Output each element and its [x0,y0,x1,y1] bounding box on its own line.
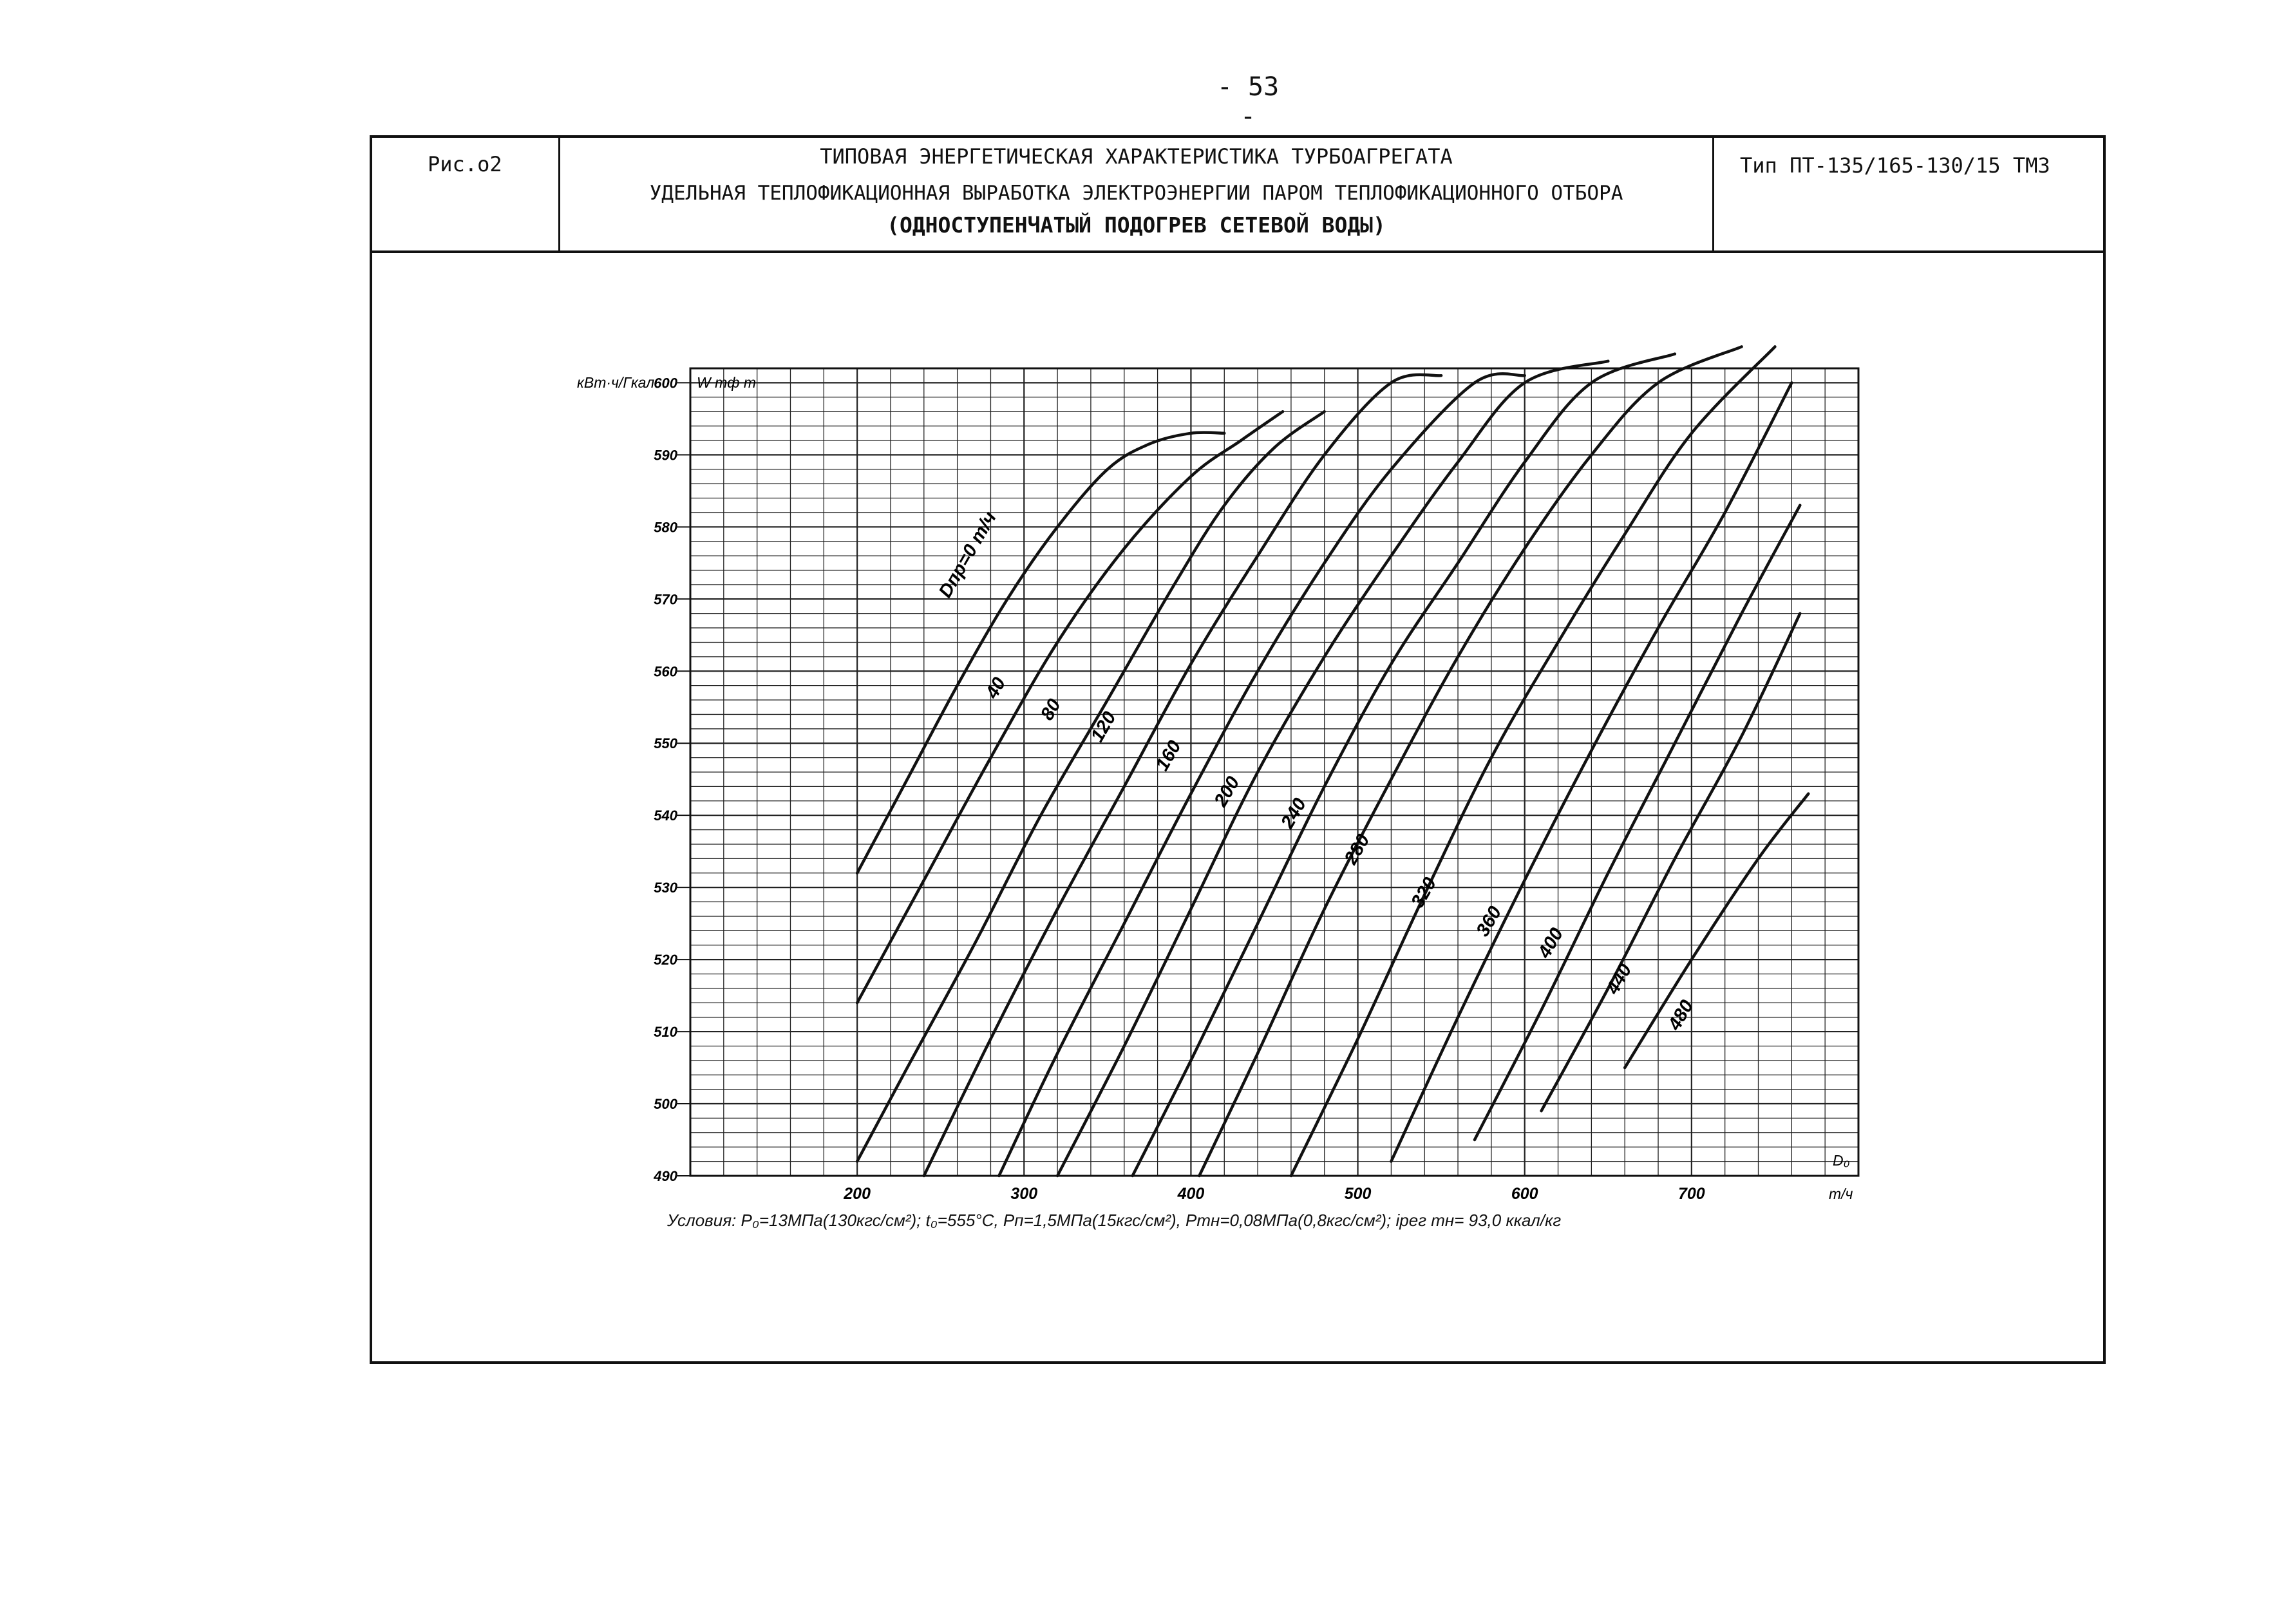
curve-440 [1540,612,1802,1113]
turbine-type-label: Тип ПТ-135/165-130/15 ТМЗ [1740,153,2050,178]
type-cell: Тип ПТ-135/165-130/15 ТМЗ [1714,135,2103,250]
chart-grid [689,368,1860,1177]
y-axis-unit: кВт·ч/Гкал [577,374,654,391]
figure-label: Рис.о2 [428,152,502,176]
x-tick-label: 400 [1177,1185,1205,1203]
y-tick-label: 590 [654,447,677,463]
y-tick-label: 550 [654,735,677,751]
curve-label-120: 120 [1087,708,1120,746]
y-tick-labels: 490 500 510 520 530 540 550 560 570 580 590 600 [653,375,690,1184]
title-cell: ТИПОВАЯ ЭНЕРГЕТИЧЕСКАЯ ХАРАКТЕРИСТИКА ТУ… [560,135,1714,250]
y-tick-label: 570 [654,591,677,607]
y-axis-label: W тф т [697,374,756,391]
curve-80 [855,410,1326,1163]
x-tick-label: 700 [1678,1185,1705,1203]
curve-240 [1131,352,1677,1178]
x-tick-labels: 200 300 400 500 600 700 [843,1185,1705,1203]
x-tick-label: 600 [1511,1185,1538,1203]
x-tick-label: 300 [1010,1185,1037,1203]
curve-label-40: 40 [981,674,1010,703]
x-axis-unit: т/ч [1829,1185,1853,1202]
curve-120 [922,373,1443,1178]
curve-160 [997,372,1526,1178]
curve-400 [1473,504,1802,1142]
curve-label-200: 200 [1210,773,1243,811]
y-tick-label: 560 [654,663,677,679]
figure-header: Рис.о2 ТИПОВАЯ ЭНЕРГЕТИЧЕСКАЯ ХАРАКТЕРИС… [370,135,2106,253]
page-number: - 53 - [1216,72,1280,131]
curve-320 [1289,345,1777,1178]
figure-label-cell: Рис.о2 [370,135,560,250]
y-tick-label: 600 [654,375,677,391]
curve-label-480: 480 [1664,997,1697,1035]
y-tick-label: 510 [654,1024,677,1040]
title-line-1: ТИПОВАЯ ЭНЕРГЕТИЧЕСКАЯ ХАРАКТЕРИСТИКА ТУ… [820,144,1453,169]
y-tick-label: 490 [653,1168,677,1184]
curve-label-320: 320 [1407,874,1441,911]
y-tick-label: 540 [654,807,677,824]
figure-frame [370,135,2106,1364]
curve-0 [855,431,1226,875]
curve-480 [1623,792,1810,1070]
curve-label-280: 280 [1340,831,1374,869]
title-line-2: УДЕЛЬНАЯ ТЕПЛОФИКАЦИОННАЯ ВЫРАБОТКА ЭЛЕК… [649,182,1623,205]
title-line-3: (ОДНОСТУПЕНЧАТЫЙ ПОДОГРЕВ СЕТЕВОЙ ВОДЫ) [887,212,1386,238]
y-tick-label: 520 [654,952,677,968]
curve-label-360: 360 [1472,903,1506,940]
plot-area [689,367,1860,1177]
x-axis-label: D₀ [1833,1152,1850,1169]
y-tick-label: 500 [654,1096,677,1112]
x-tick-label: 500 [1345,1185,1372,1203]
y-tick-label: 580 [654,519,677,535]
y-tick-label: 530 [654,880,677,896]
curve-label-400: 400 [1534,925,1567,963]
curve-40 [855,410,1285,1005]
chart-curves [855,345,1810,1178]
conditions-note: Условия: P₀=13МПа(130кгс/см²); t₀=555°C,… [667,1211,1562,1230]
curve-360 [1390,381,1793,1163]
curve-280 [1198,345,1743,1178]
x-tick-label: 200 [843,1185,871,1203]
curve-200 [1055,359,1610,1178]
